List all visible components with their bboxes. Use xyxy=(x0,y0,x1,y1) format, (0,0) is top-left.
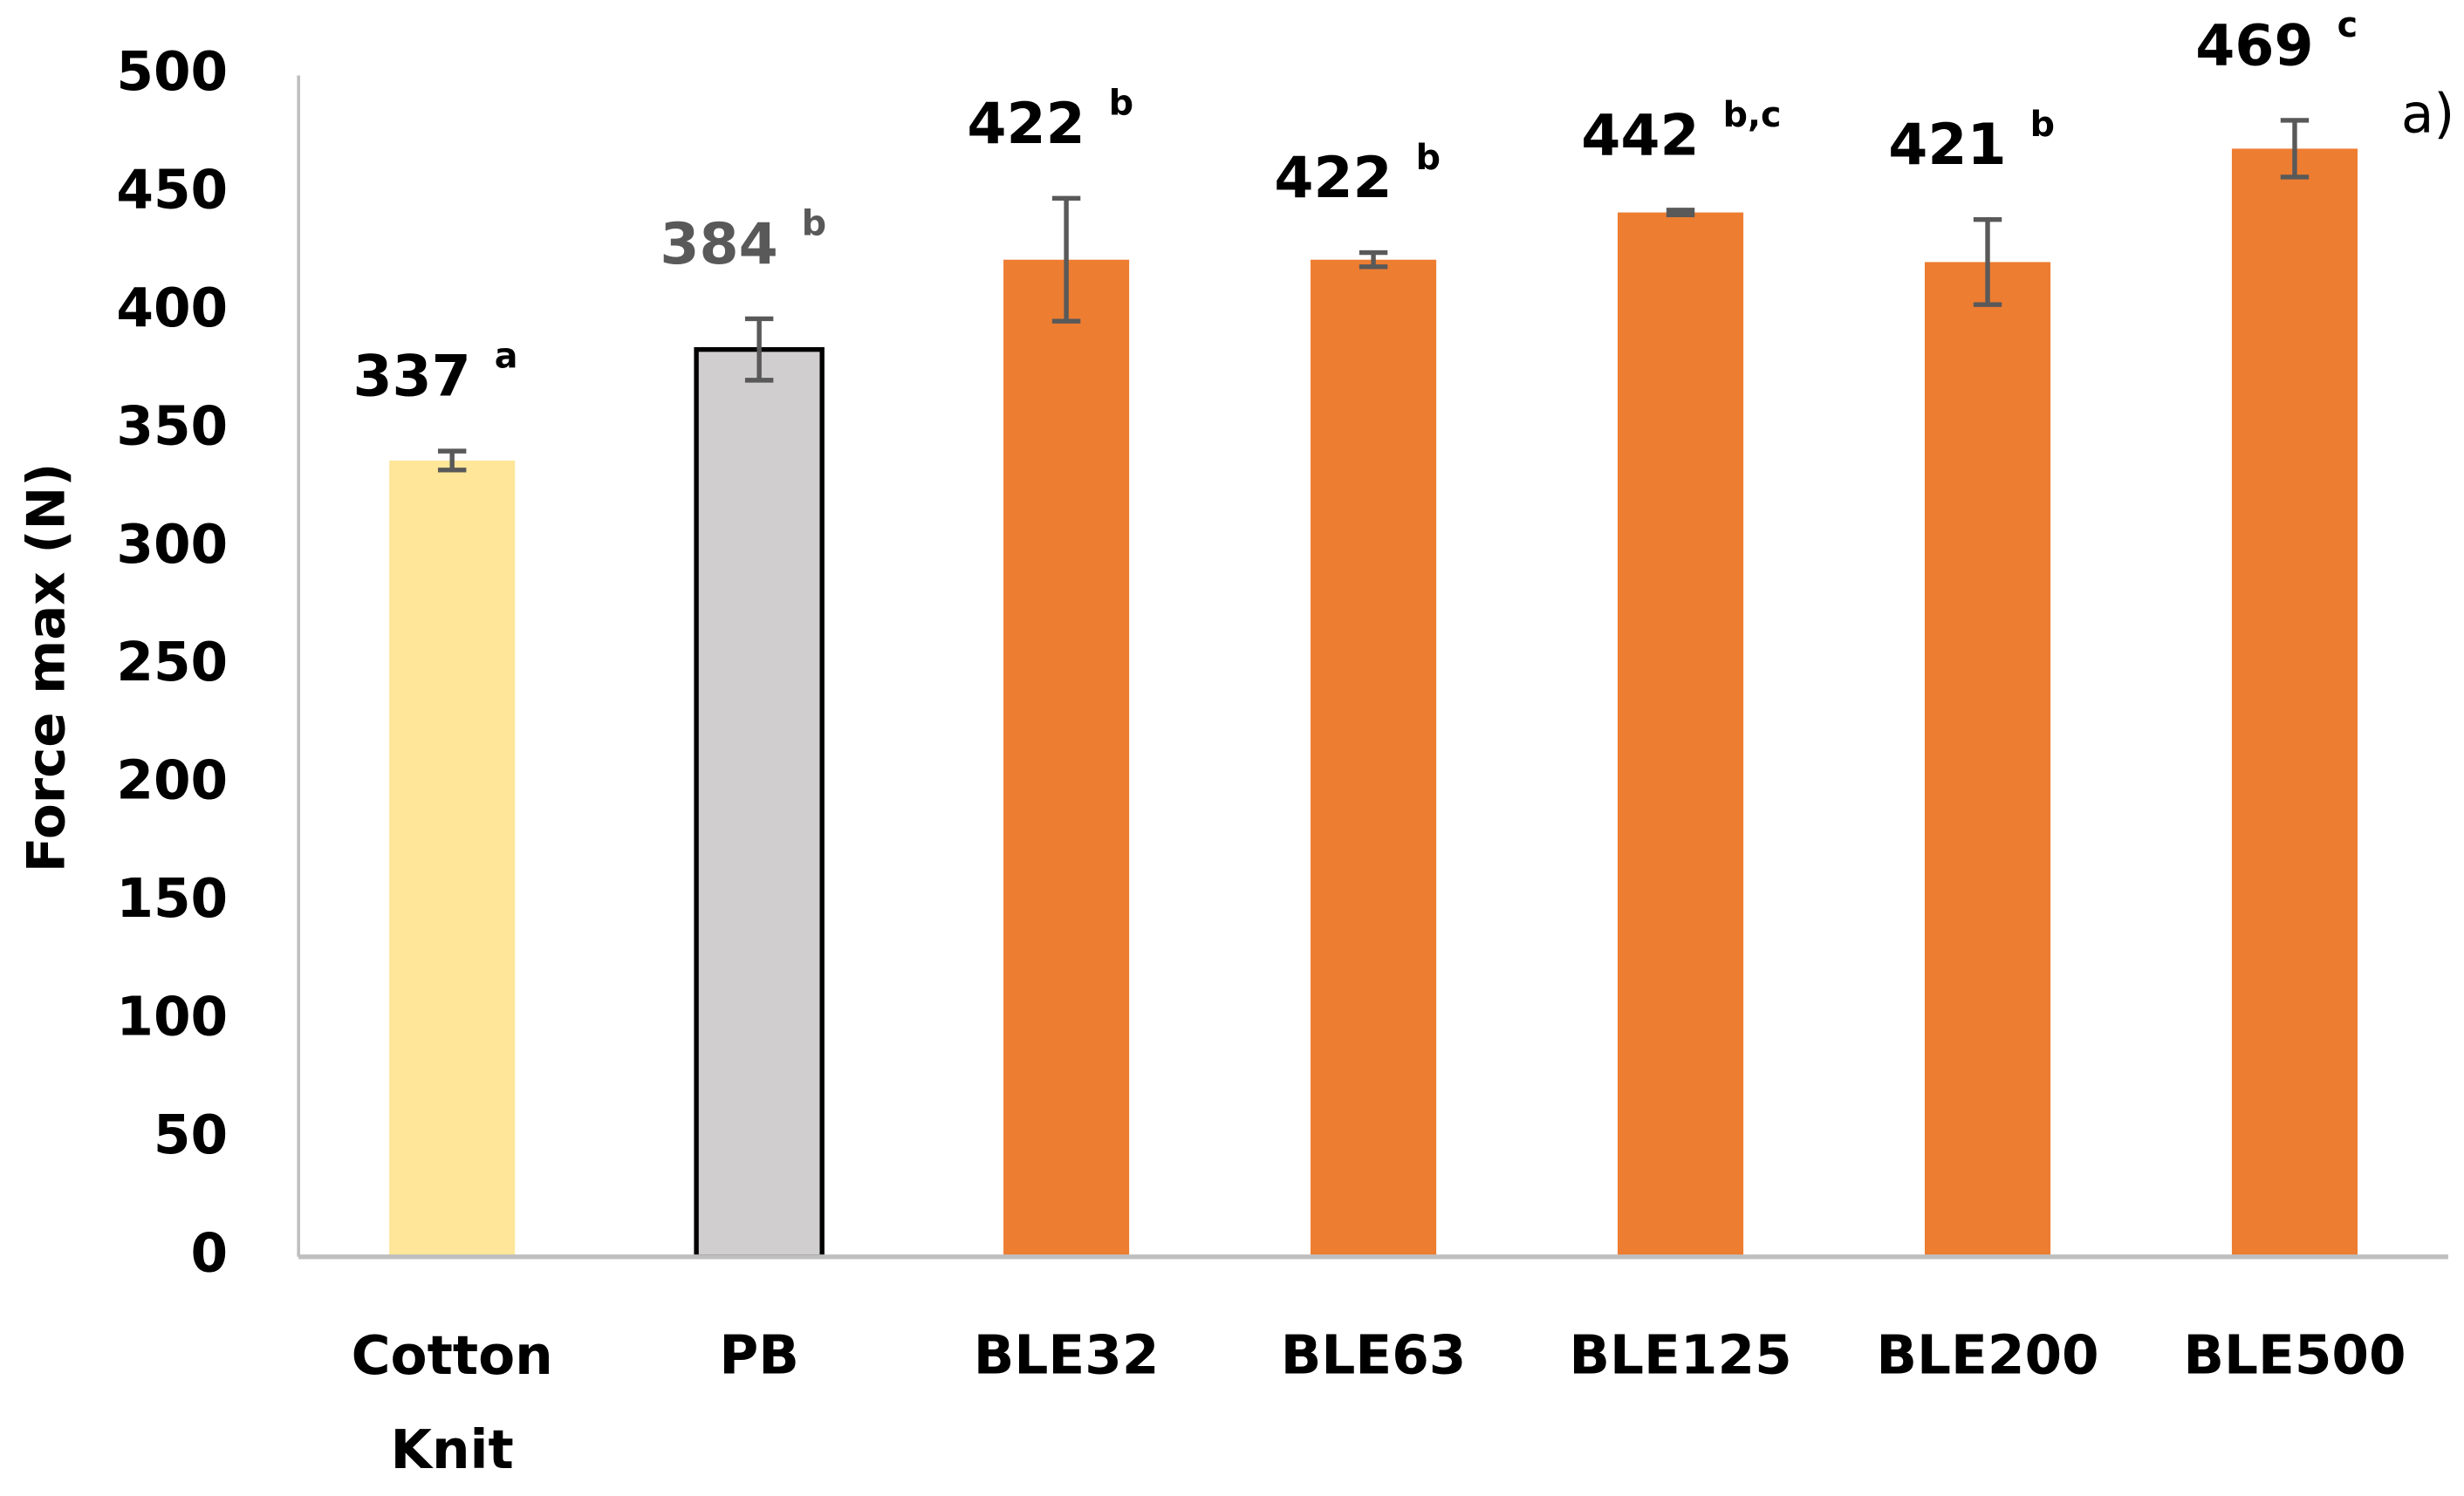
error-bar xyxy=(1359,249,1388,270)
y-tick-label: 200 xyxy=(116,750,228,812)
annotation: a) xyxy=(2401,84,2454,146)
value-label: 421 xyxy=(1888,113,2006,178)
y-tick-label: 350 xyxy=(116,395,228,457)
y-tick-label: 500 xyxy=(116,41,228,103)
bar xyxy=(1618,212,1744,1257)
significance-label: b,c xyxy=(1723,95,1782,135)
bar xyxy=(1924,262,2051,1257)
x-tick-label: BLE63 xyxy=(1281,1324,1467,1386)
x-tick-label: BLE32 xyxy=(974,1324,1160,1386)
value-label: 422 xyxy=(967,92,1085,157)
y-tick-label: 150 xyxy=(116,868,228,930)
bar xyxy=(694,346,825,1260)
y-tick-label: 0 xyxy=(191,1222,229,1284)
y-tick-label: 400 xyxy=(116,277,228,339)
bar xyxy=(1003,259,1130,1257)
significance-label: a xyxy=(495,336,518,376)
plot: Force max (N) a) 0 50 100 150 200 250 300 350 40… xyxy=(17,5,2455,1480)
bar xyxy=(389,460,516,1257)
value-label: 469 xyxy=(2195,13,2313,79)
significance-label: b xyxy=(2030,105,2055,145)
y-tick-label: 450 xyxy=(116,159,228,221)
bar xyxy=(2231,148,2358,1257)
value-label: 337 xyxy=(352,345,470,410)
x-tick-label: BLE125 xyxy=(1569,1324,1791,1386)
error-bar xyxy=(1666,208,1695,217)
value-label: 442 xyxy=(1581,103,1699,168)
error-bar xyxy=(2280,118,2310,180)
value-label: 422 xyxy=(1274,146,1392,211)
significance-label: c xyxy=(2337,5,2358,45)
y-tick-label: 100 xyxy=(116,987,228,1049)
x-tick-label: Cotton Knit xyxy=(352,1324,553,1480)
y-axis-title: Force max (N) xyxy=(17,463,78,873)
bar xyxy=(1311,259,1437,1257)
significance-label: b xyxy=(802,204,826,244)
error-bar xyxy=(437,448,467,473)
significance-label: b xyxy=(1109,84,1133,124)
y-tick-label: 50 xyxy=(154,1104,228,1166)
significance-label: b xyxy=(1416,138,1441,178)
error-bar xyxy=(1973,216,2002,307)
error-bar xyxy=(1051,195,1081,324)
x-tick-label: BLE200 xyxy=(1876,1324,2098,1386)
error-bar xyxy=(744,316,774,383)
y-tick-label: 250 xyxy=(116,632,228,693)
value-label: 384 xyxy=(660,212,777,277)
x-tick-label: BLE500 xyxy=(2183,1324,2406,1386)
y-tick-label: 300 xyxy=(116,514,228,576)
x-tick-label: PB xyxy=(719,1324,799,1386)
